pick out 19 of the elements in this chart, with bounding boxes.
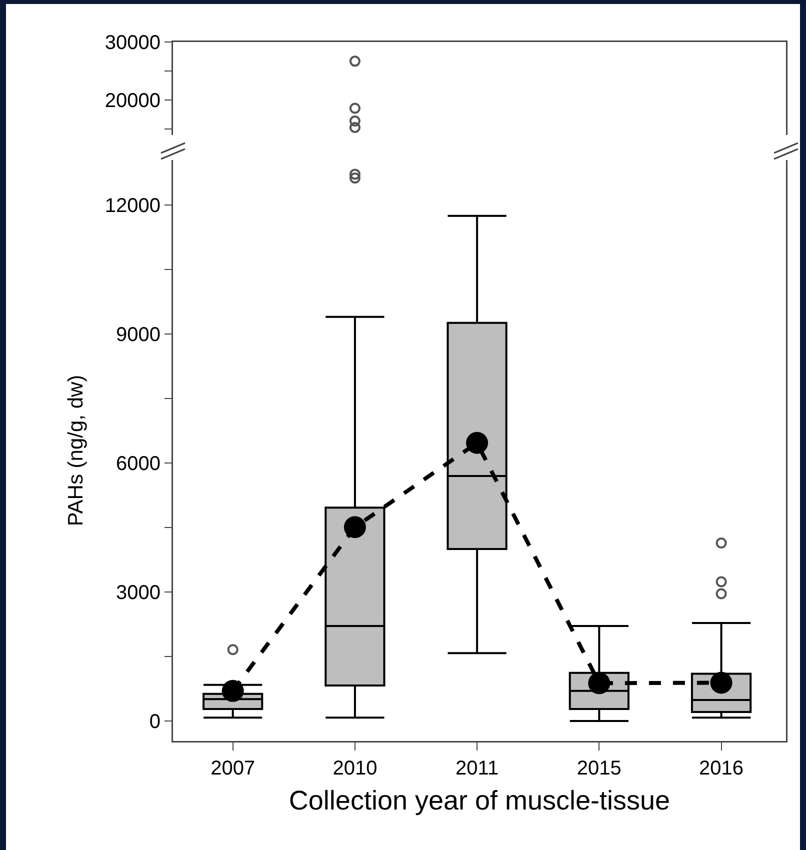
y-tick-label: 6000 bbox=[116, 453, 160, 476]
y-axis-title: PAHs (ng/g, dw) bbox=[64, 374, 88, 526]
x-tick-label: 2010 bbox=[332, 758, 378, 780]
x-axis-title: Collection year of muscle-tissue bbox=[288, 786, 670, 816]
point bbox=[344, 516, 366, 538]
y-tick-label: 0 bbox=[149, 711, 160, 734]
y-tick-label: 9000 bbox=[116, 324, 160, 346]
x-tick-label: 2011 bbox=[456, 758, 499, 780]
point bbox=[588, 672, 610, 694]
y-tick-label: 20000 bbox=[104, 90, 160, 112]
point bbox=[222, 680, 244, 702]
x-tick-label: 2016 bbox=[699, 758, 744, 780]
y-tick-label: 3000 bbox=[116, 582, 160, 604]
y-tick-label: 12000 bbox=[104, 195, 160, 218]
x-tick-label: 2015 bbox=[576, 758, 622, 780]
y-tick-label: 30000 bbox=[104, 32, 160, 54]
point bbox=[466, 432, 488, 454]
point bbox=[710, 672, 732, 694]
x-tick-label: 2007 bbox=[210, 758, 256, 780]
